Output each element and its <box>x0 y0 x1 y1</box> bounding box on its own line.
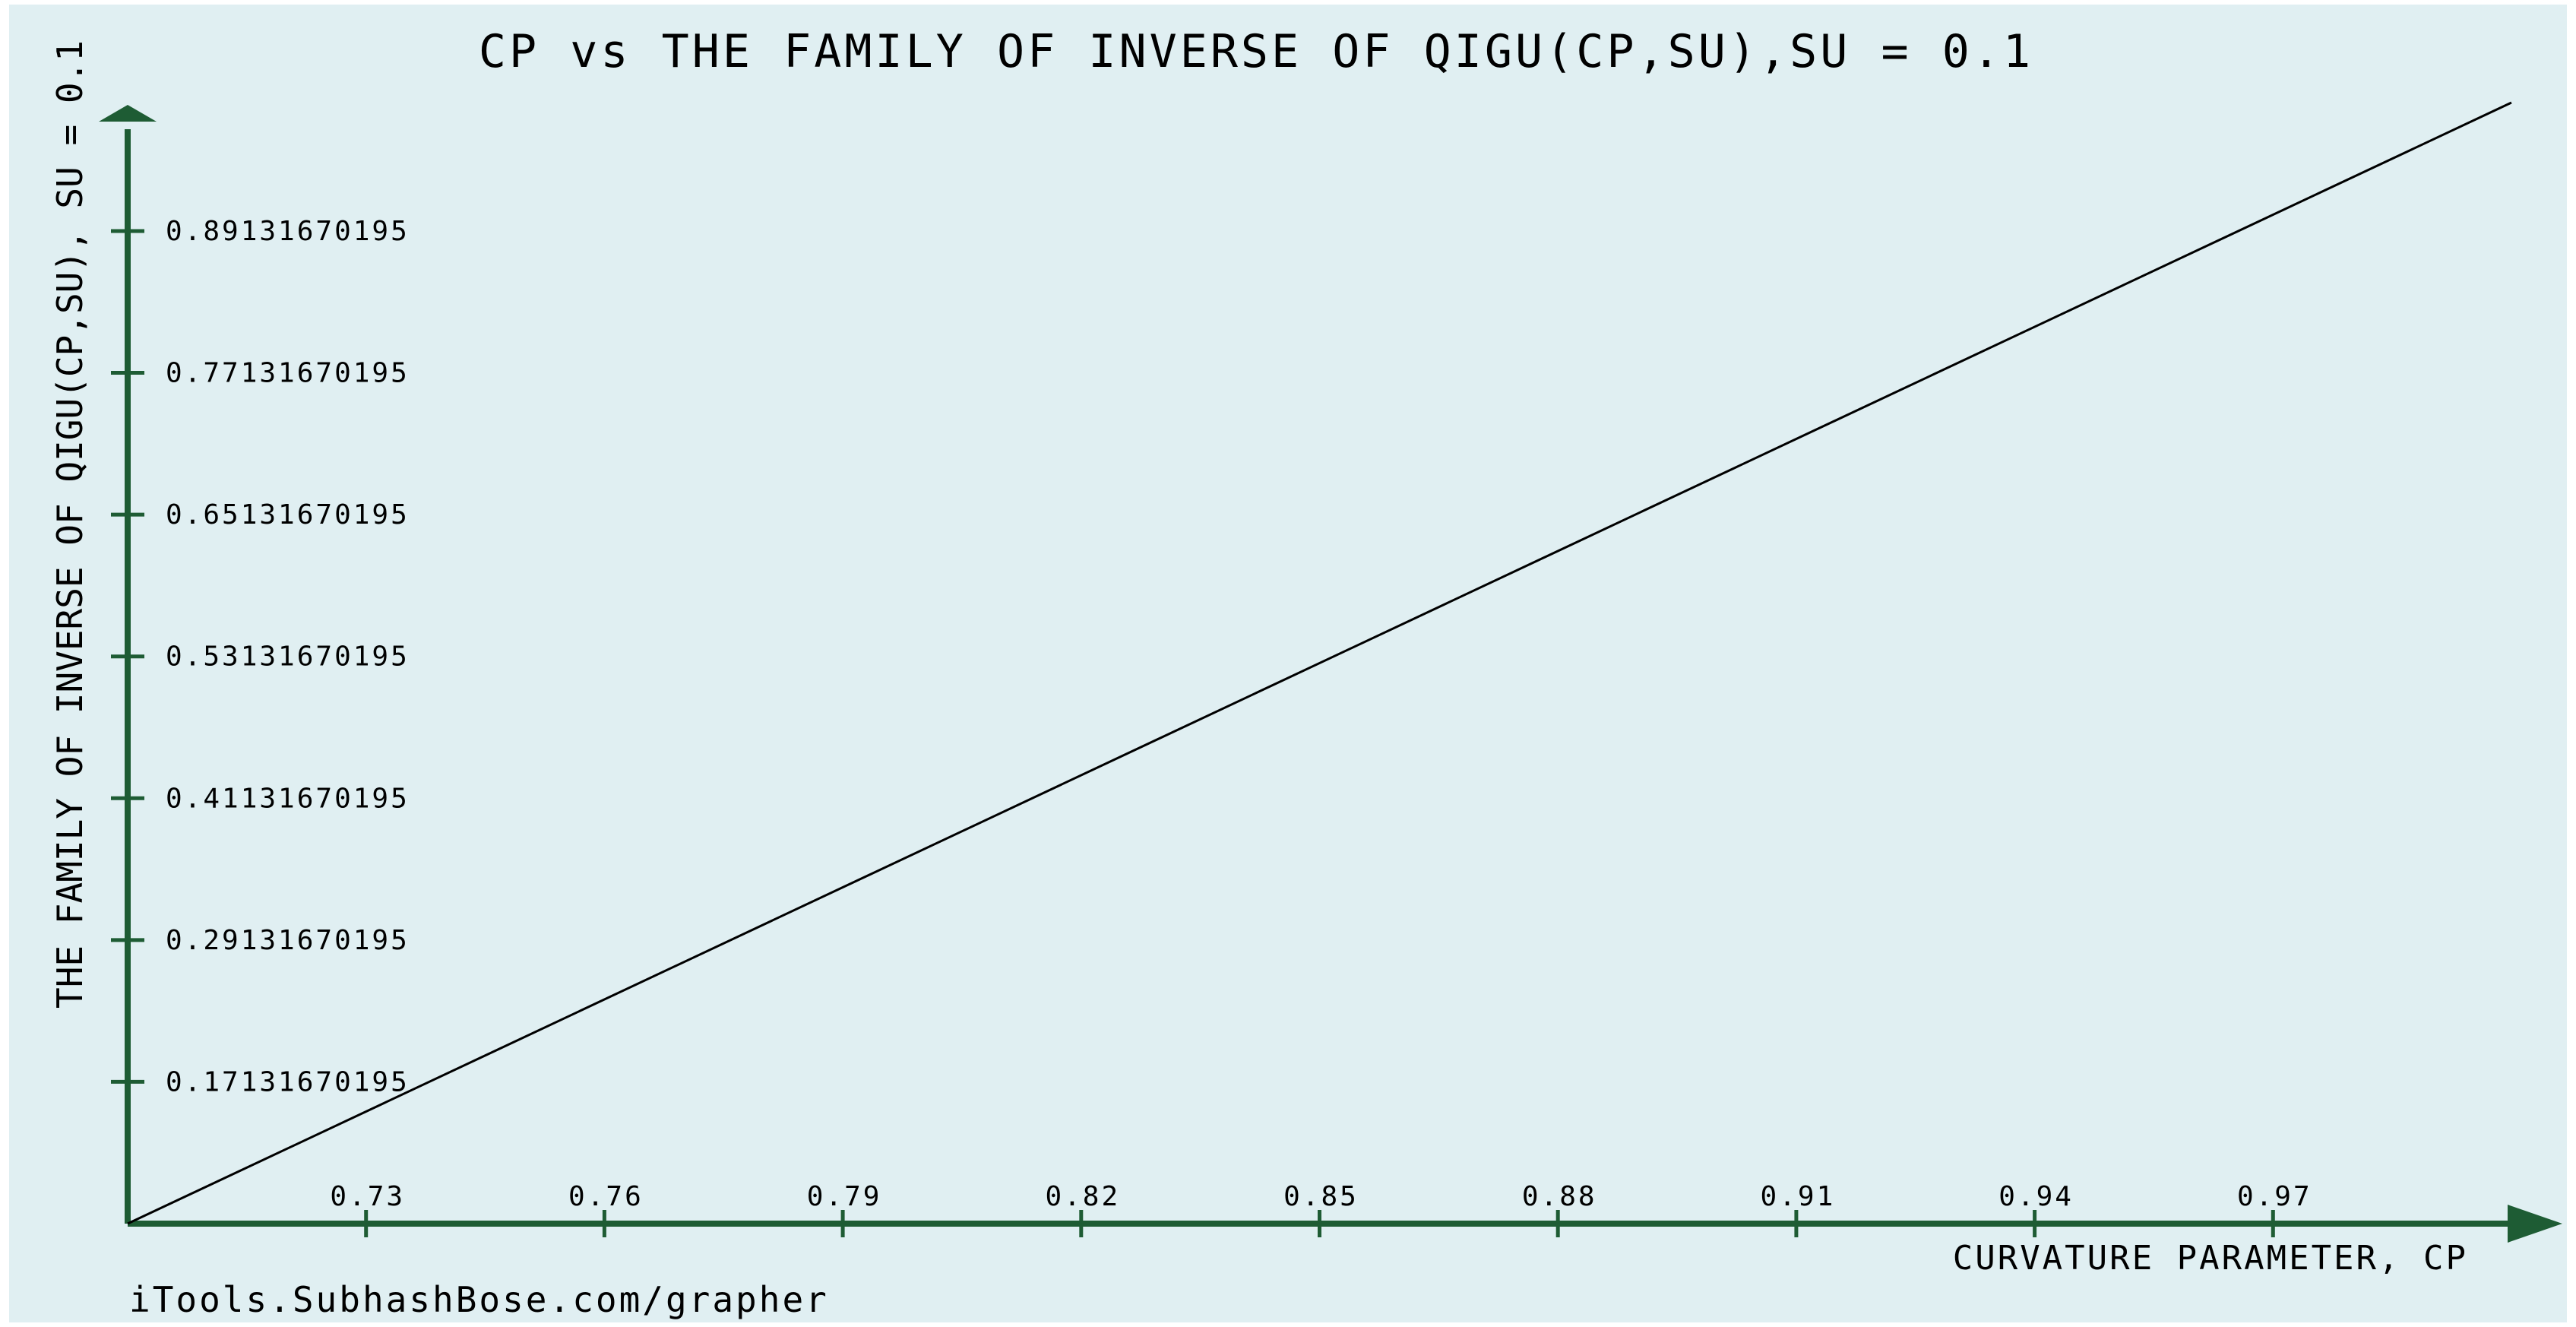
x-tick-label: 0.85 <box>1283 1181 1359 1212</box>
chart-title: CP vs THE FAMILY OF INVERSE OF QIGU(CP,S… <box>479 25 2033 78</box>
plot-background <box>9 5 2567 1322</box>
x-tick-label: 0.79 <box>807 1181 882 1212</box>
x-tick-label: 0.73 <box>330 1181 405 1212</box>
y-tick-label: 0.29131670195 <box>166 925 410 956</box>
y-ticks: 0.17131670195 0.29131670195 0.41131670195 0… <box>111 216 410 1097</box>
x-tick-label: 0.88 <box>1522 1181 1597 1212</box>
x-axis <box>128 1205 2562 1243</box>
y-tick-label: 0.41131670195 <box>166 783 410 814</box>
x-tick-label: 0.91 <box>1761 1181 1836 1212</box>
x-tick-label: 0.76 <box>568 1181 644 1212</box>
y-tick-label: 0.53131670195 <box>166 641 410 673</box>
x-axis-label: CURVATURE PARAMETER, CP <box>1953 1239 2468 1278</box>
x-tick-label: 0.82 <box>1045 1181 1120 1212</box>
y-tick-label: 0.17131670195 <box>166 1066 410 1097</box>
y-axis-label: THE FAMILY OF INVERSE OF QIGU(CP,SU), SU… <box>49 40 90 1009</box>
x-axis-arrowhead <box>2508 1205 2562 1243</box>
x-ticks: 0.73 0.76 0.79 0.82 0.85 0.88 0.91 0.94 0.97 <box>330 1181 2312 1237</box>
y-tick-label: 0.77131670195 <box>166 358 410 389</box>
y-axis <box>99 105 157 1224</box>
series-line <box>127 101 2512 1225</box>
x-tick-label: 0.94 <box>1998 1181 2074 1212</box>
x-tick-label: 0.97 <box>2237 1181 2312 1212</box>
y-axis-arrowhead <box>99 105 157 122</box>
footer-credit: iTools.SubhashBose.com/grapher <box>129 1279 829 1320</box>
y-tick-label: 0.89131670195 <box>166 216 410 247</box>
y-tick-label: 0.65131670195 <box>166 499 410 530</box>
series-layer <box>127 101 2512 1225</box>
